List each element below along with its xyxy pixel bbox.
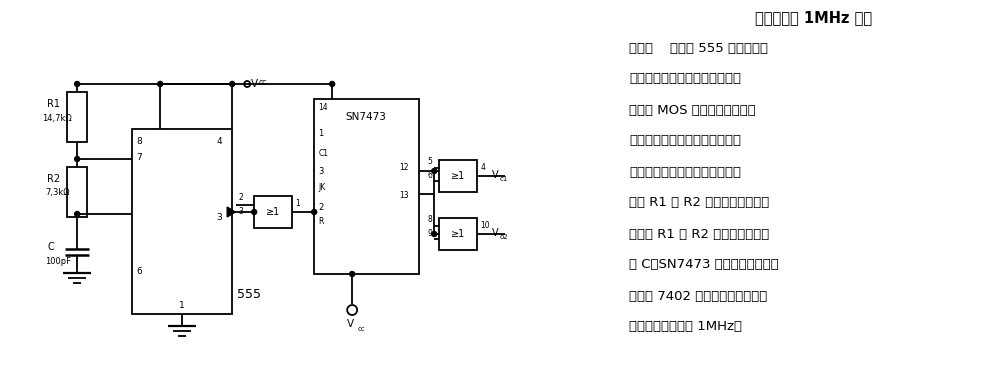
Bar <box>439 218 477 250</box>
Text: 的最高工作频率为 1MHz。: 的最高工作频率为 1MHz。 <box>629 321 742 334</box>
Text: 最高频率为 1MHz 的双: 最高频率为 1MHz 的双 <box>755 10 872 25</box>
Text: cc: cc <box>258 78 267 87</box>
Text: c1: c1 <box>499 176 508 182</box>
Text: 一相被 7402 或非门选通。该电路: 一相被 7402 或非门选通。该电路 <box>629 290 767 303</box>
Text: 1: 1 <box>295 200 300 208</box>
Text: SN7473: SN7473 <box>345 112 387 122</box>
Text: 13: 13 <box>399 192 409 200</box>
Text: 14: 14 <box>318 103 328 111</box>
Text: 100pF: 100pF <box>45 256 71 266</box>
Text: 振荡器，它可以产生出大多数双: 振荡器，它可以产生出大多数双 <box>629 72 741 86</box>
Text: C1: C1 <box>318 149 328 159</box>
Text: o2: o2 <box>499 234 508 240</box>
Text: 相时钟    电路用 555 定时器作成: 相时钟 电路用 555 定时器作成 <box>629 41 768 55</box>
Text: 2: 2 <box>318 203 323 211</box>
Text: 555: 555 <box>238 287 261 300</box>
Text: V: V <box>251 79 258 89</box>
Text: V: V <box>492 228 498 238</box>
Circle shape <box>230 82 235 86</box>
Text: 10: 10 <box>480 221 489 231</box>
Text: R1: R1 <box>47 99 60 109</box>
Text: R2: R2 <box>47 174 60 184</box>
Circle shape <box>158 82 163 86</box>
Text: 2: 2 <box>239 193 243 203</box>
Circle shape <box>329 82 334 86</box>
Text: 7,3kΩ: 7,3kΩ <box>45 189 69 197</box>
Text: 3: 3 <box>318 166 323 176</box>
Circle shape <box>312 210 316 214</box>
Text: 电阵 R1 和 R2 的阵値。振荡频率: 电阵 R1 和 R2 的阵値。振荡频率 <box>629 197 769 210</box>
Text: 1: 1 <box>318 130 323 138</box>
Text: 3: 3 <box>239 207 243 215</box>
Text: 钟脉冲。脉宽周期比取决于外接: 钟脉冲。脉宽周期比取决于外接 <box>629 166 741 179</box>
Circle shape <box>349 272 354 276</box>
Text: 相动态 MOS 存储器和移位寄存: 相动态 MOS 存储器和移位寄存 <box>629 103 756 117</box>
Circle shape <box>75 82 80 86</box>
Text: 12: 12 <box>399 162 409 172</box>
Text: V: V <box>492 170 498 180</box>
Text: 5: 5 <box>427 158 432 166</box>
Text: 6: 6 <box>427 170 432 179</box>
Bar <box>439 160 477 192</box>
Text: R: R <box>318 217 323 225</box>
Text: 8: 8 <box>136 137 142 145</box>
Text: 取决于 R1 和 R2 的阵値及定时电: 取决于 R1 和 R2 的阵値及定时电 <box>629 228 769 241</box>
Text: V: V <box>346 319 353 329</box>
Text: cc: cc <box>357 326 365 332</box>
Bar <box>132 129 233 314</box>
Text: 1: 1 <box>179 301 185 310</box>
Text: JK: JK <box>318 183 325 192</box>
Text: 9: 9 <box>427 228 432 238</box>
Text: 3: 3 <box>217 213 222 221</box>
Bar <box>67 167 88 217</box>
Bar <box>254 196 292 228</box>
Text: 8: 8 <box>427 215 432 224</box>
Circle shape <box>75 211 80 217</box>
Polygon shape <box>228 207 236 217</box>
Text: 7: 7 <box>136 152 142 162</box>
Circle shape <box>252 210 257 214</box>
Text: 14,7kΩ: 14,7kΩ <box>42 114 71 123</box>
Text: 4: 4 <box>217 137 222 145</box>
Bar <box>67 92 88 142</box>
Circle shape <box>75 156 80 162</box>
Text: 6: 6 <box>136 268 142 276</box>
Text: 4: 4 <box>480 163 485 172</box>
Text: C: C <box>47 242 54 252</box>
Text: ≥1: ≥1 <box>451 171 465 181</box>
Circle shape <box>432 169 437 173</box>
Text: ≥1: ≥1 <box>451 229 465 239</box>
Circle shape <box>432 231 437 237</box>
Text: 器所需要的、互不交错的双相时: 器所需要的、互不交错的双相时 <box>629 134 741 148</box>
Text: 容 C。SN7473 触发器用来决定哪: 容 C。SN7473 触发器用来决定哪 <box>629 259 779 272</box>
Text: ≥1: ≥1 <box>266 207 280 217</box>
Bar <box>314 99 419 274</box>
